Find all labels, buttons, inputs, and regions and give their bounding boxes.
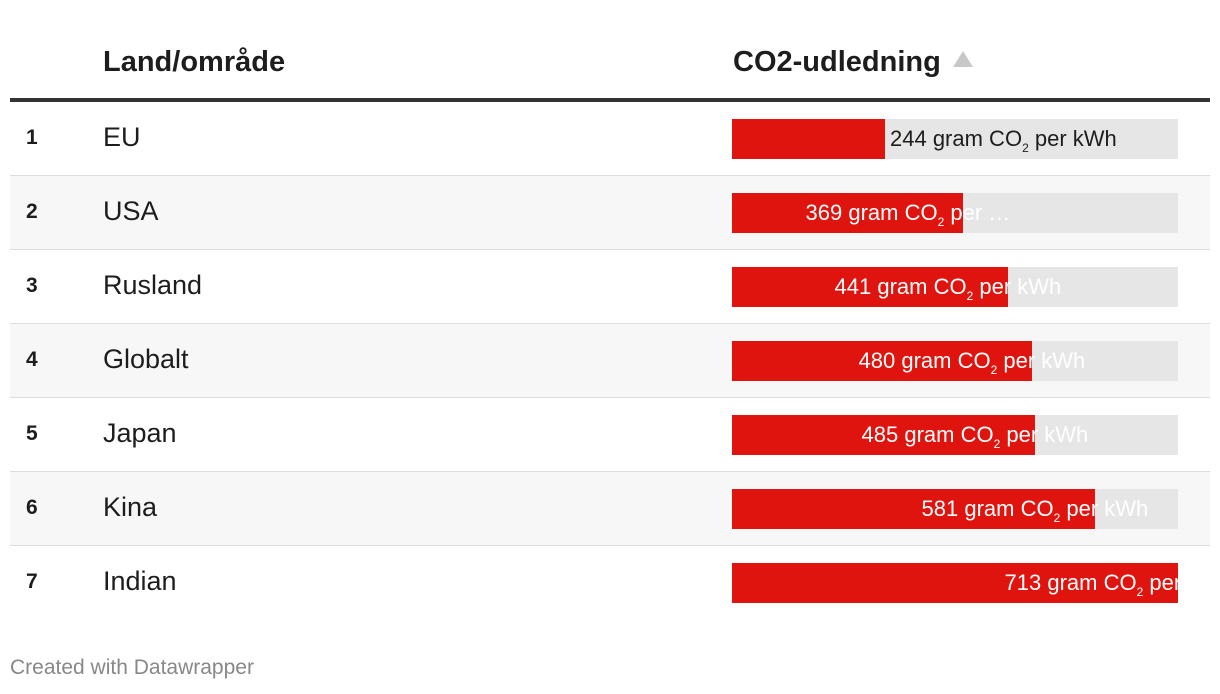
row-rank: 2 bbox=[26, 200, 38, 223]
bar-track: 441 gram CO2 per kWh bbox=[732, 267, 1178, 307]
bar-value-label: 713 gram CO2 per kWh bbox=[1004, 570, 1220, 599]
bar bbox=[732, 489, 1095, 529]
row-country: Rusland bbox=[103, 270, 203, 300]
row-rank: 5 bbox=[26, 422, 38, 445]
table-header: Land/område CO2-udledning bbox=[10, 30, 1210, 102]
bar-track: 369 gram CO2 per … bbox=[732, 193, 1178, 233]
column-header-co2-label: CO2-udledning bbox=[733, 46, 941, 78]
row-rank: 6 bbox=[26, 496, 38, 519]
row-rank: 3 bbox=[26, 274, 38, 297]
table-row: 1 EU 244 gram CO2 per kWh bbox=[10, 102, 1210, 176]
bar-track: 480 gram CO2 per kWh bbox=[732, 341, 1178, 381]
row-country: Japan bbox=[103, 418, 177, 448]
bar bbox=[732, 193, 963, 233]
table-row: 3 Rusland 441 gram CO2 per kWh bbox=[10, 250, 1210, 324]
bar-value-label: 581 gram CO2 per kWh bbox=[921, 496, 1149, 525]
table-row: 6 Kina 581 gram CO2 per kWh bbox=[10, 472, 1210, 546]
credit-footer[interactable]: Created with Datawrapper bbox=[10, 656, 254, 679]
data-table: Land/område CO2-udledning 1 EU 244 gram CO… bbox=[10, 30, 1220, 619]
table-row: 5 Japan 485 gram CO2 per kWh bbox=[10, 398, 1210, 472]
bar-track: 485 gram CO2 per kWh bbox=[732, 415, 1178, 455]
table-row: 7 Indian 713 gram CO2 per kWh bbox=[10, 546, 1220, 619]
column-header-co2[interactable]: CO2-udledning bbox=[733, 46, 973, 79]
row-rank: 1 bbox=[26, 126, 38, 149]
bar bbox=[732, 341, 1032, 381]
bar bbox=[732, 119, 885, 159]
bar-value-label: 369 gram CO2 per … bbox=[805, 200, 1011, 229]
row-country: Globalt bbox=[103, 344, 189, 374]
row-rank: 4 bbox=[26, 348, 38, 371]
bar-track: 713 gram CO2 per kWh bbox=[732, 563, 1220, 603]
column-header-country[interactable]: Land/område bbox=[103, 46, 286, 78]
bar bbox=[732, 563, 1178, 603]
bar-value-label: 244 gram CO2 per kWh bbox=[890, 126, 1117, 155]
bar-track: 244 gram CO2 per kWh bbox=[732, 119, 1178, 159]
row-country: Indian bbox=[103, 566, 177, 596]
bar bbox=[732, 415, 1035, 455]
row-country: USA bbox=[103, 196, 159, 226]
table-row: 2 USA 369 gram CO2 per … bbox=[10, 176, 1210, 250]
row-country: EU bbox=[103, 122, 141, 152]
bar bbox=[732, 267, 1008, 307]
sort-ascending-icon[interactable] bbox=[952, 51, 973, 67]
bar-value-label: 485 gram CO2 per kWh bbox=[861, 422, 1089, 451]
table-row: 4 Globalt 480 gram CO2 per kWh bbox=[10, 324, 1210, 398]
bar-value-label: 480 gram CO2 per kWh bbox=[858, 348, 1086, 377]
bar-track: 581 gram CO2 per kWh bbox=[732, 489, 1178, 529]
row-rank: 7 bbox=[26, 570, 38, 593]
table-body: 1 EU 244 gram CO2 per kWh 2 USA 369 gram CO2 … bbox=[10, 102, 1220, 619]
row-country: Kina bbox=[103, 492, 158, 522]
bar-value-label: 441 gram CO2 per kWh bbox=[834, 274, 1062, 303]
